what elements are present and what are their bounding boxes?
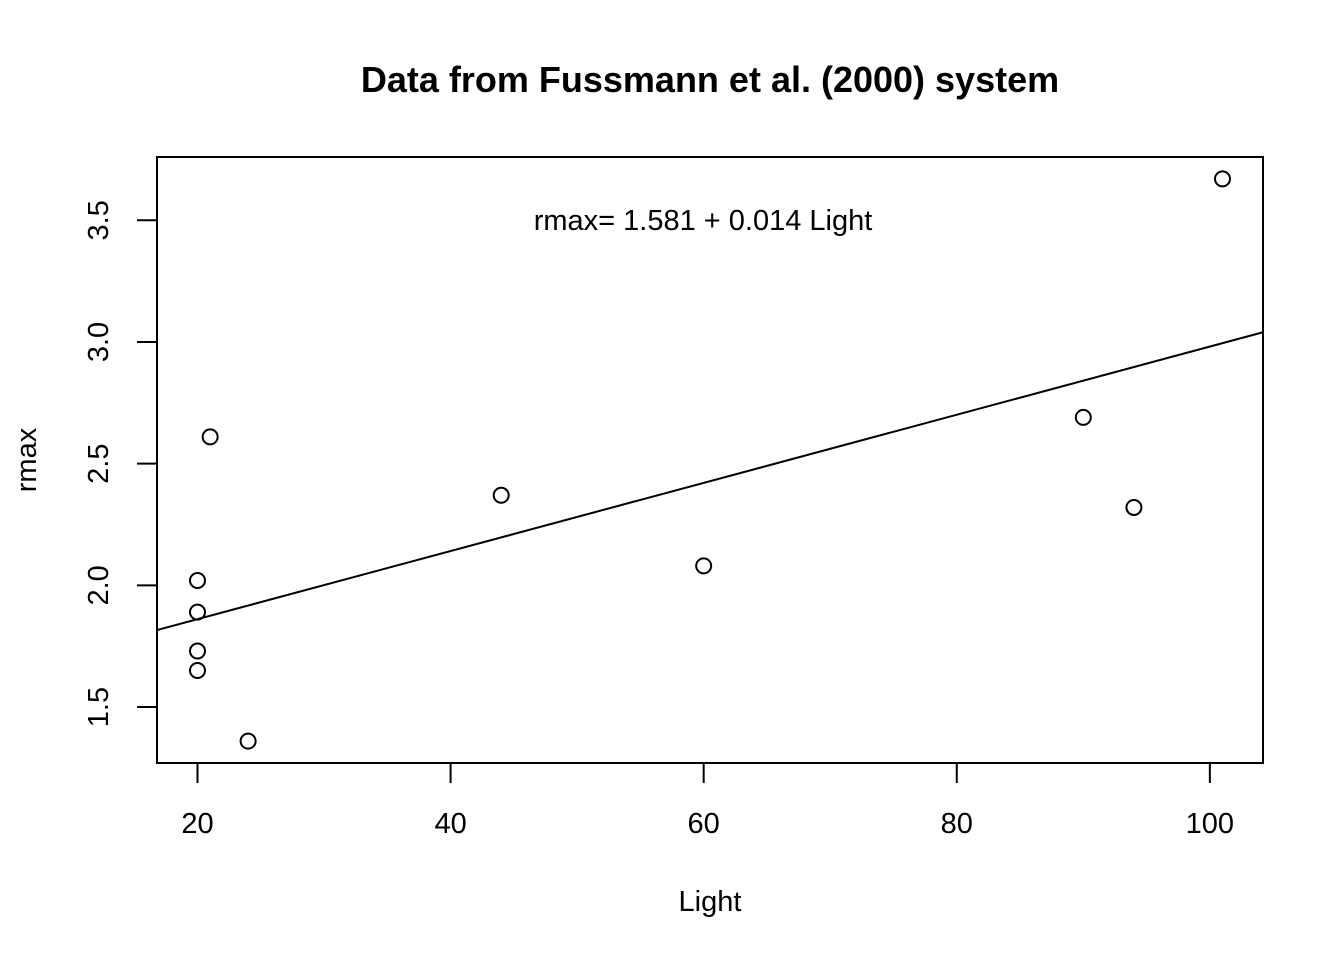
data-point: [1074, 408, 1092, 426]
data-point: [188, 642, 206, 660]
x-tick-label: 60: [688, 808, 720, 840]
x-axis: 20 40 60 80 100: [181, 762, 1234, 840]
data-point: [1214, 170, 1232, 188]
y-tick-label: 3.0: [83, 322, 115, 362]
data-point: [188, 603, 206, 621]
x-axis-label: Light: [679, 886, 742, 918]
regression-line: [156, 331, 1264, 632]
regression-equation: rmax= 1.581 + 0.014 Light: [534, 205, 873, 237]
data-point: [188, 571, 206, 589]
data-point: [239, 732, 257, 750]
y-tick-label: 2.5: [83, 443, 115, 483]
y-tick-label: 2.0: [83, 565, 115, 605]
y-axis: 1.5 2.0 2.5 3.0 3.5: [83, 200, 158, 727]
data-point: [695, 557, 713, 575]
x-tick-label: 80: [941, 808, 973, 840]
data-point: [1125, 498, 1143, 516]
chart-title: Data from Fussmann et al. (2000) system: [361, 59, 1059, 100]
x-tick-label: 20: [181, 808, 213, 840]
data-point: [201, 428, 219, 446]
data-point: [188, 662, 206, 680]
plot-frame: [156, 156, 1264, 764]
data-point: [492, 486, 510, 504]
y-axis-label: rmax: [11, 427, 43, 492]
x-tick-label: 100: [1186, 808, 1234, 840]
y-tick-label: 1.5: [83, 687, 115, 727]
regression-layer: [156, 331, 1264, 632]
points-layer: [188, 170, 1232, 750]
x-tick-label: 40: [434, 808, 466, 840]
y-tick-label: 3.5: [83, 200, 115, 240]
